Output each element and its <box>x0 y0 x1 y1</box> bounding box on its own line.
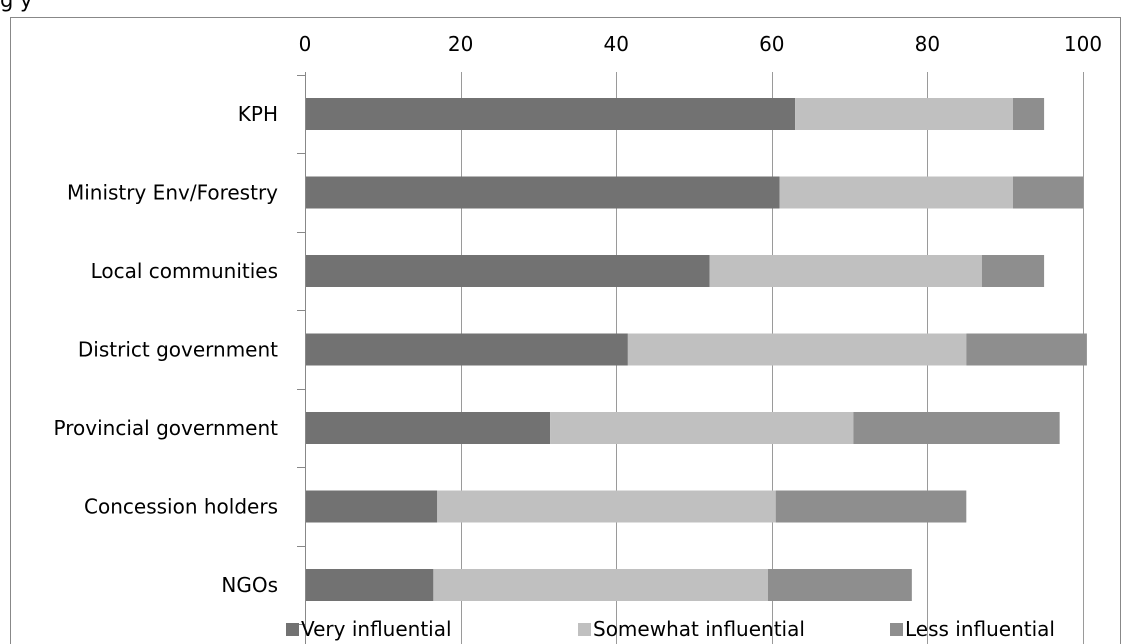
category-label: Concession holders <box>84 495 278 519</box>
bar-segment <box>966 333 1087 366</box>
bar-segment <box>437 490 776 523</box>
legend-label: Very influential <box>301 617 452 641</box>
category-label: KPH <box>238 102 278 126</box>
category-label: Local communities <box>91 259 278 283</box>
category-label: Provincial government <box>54 416 279 440</box>
axes: 0 20 40 60 80 100 KPH Ministry Env/Forestry Loca… <box>54 32 1102 644</box>
legend: Very influential Somewhat influential Less… <box>0 617 1127 644</box>
bar-segment <box>305 412 551 444</box>
x-tick-label: 100 <box>1064 32 1102 56</box>
bar-segment <box>627 333 967 366</box>
category-label: Ministry Env/Forestry <box>67 181 278 205</box>
bar-segment <box>305 333 628 366</box>
bar-segment <box>779 176 1013 209</box>
bars <box>305 98 1087 601</box>
legend-item: Very influential <box>286 617 452 641</box>
legend-swatch <box>286 622 299 636</box>
bar-segment <box>767 569 912 601</box>
legend-label: Less influential <box>905 617 1055 641</box>
bar-segment <box>305 569 434 601</box>
legend-item: Less influential <box>890 617 1055 641</box>
x-tick-label: 60 <box>759 32 784 56</box>
x-tick-label: 20 <box>448 32 473 56</box>
bar-segment <box>795 98 1013 130</box>
bar-segment <box>305 490 438 523</box>
bar-segment <box>775 490 967 523</box>
x-tick-label: 80 <box>915 32 940 56</box>
legend-swatch <box>578 622 591 636</box>
legend-swatch <box>890 622 903 636</box>
x-tick-label: 40 <box>603 32 628 56</box>
bar-segment <box>305 98 796 130</box>
bar-segment <box>305 255 710 287</box>
bar-segment <box>433 569 768 601</box>
bar-segment <box>981 255 1045 287</box>
bar-segment <box>709 255 982 287</box>
bar-segment <box>550 412 854 444</box>
chart-border <box>10 17 1121 644</box>
bar-segment <box>853 412 1060 444</box>
figure-caption: g y <box>0 0 33 12</box>
bar-segment <box>1012 176 1083 209</box>
bar-segment <box>305 176 780 209</box>
category-label: District government <box>78 338 278 362</box>
legend-item: Somewhat influential <box>578 617 805 641</box>
bar-segment <box>1012 98 1045 130</box>
x-tick-label: 0 <box>299 32 312 56</box>
legend-label: Somewhat influential <box>593 617 805 641</box>
category-label: NGOs <box>221 573 278 597</box>
